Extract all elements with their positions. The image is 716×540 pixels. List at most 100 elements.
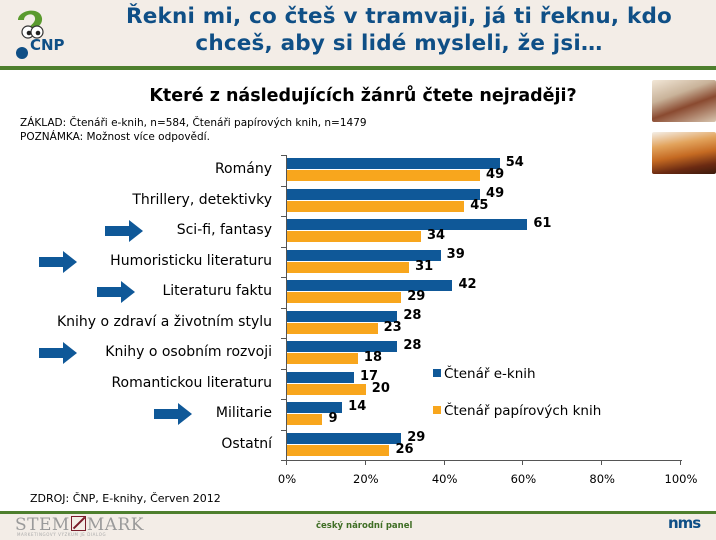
- data-label: 54: [505, 155, 524, 170]
- data-label: 26: [395, 441, 414, 457]
- data-label: 29: [407, 289, 426, 304]
- bar-ebook: [287, 219, 528, 230]
- y-tick: [281, 399, 287, 400]
- bar-paper: [287, 322, 378, 334]
- highlight-arrow-icon: [39, 342, 78, 364]
- y-tick: [281, 155, 287, 156]
- data-label: 61: [533, 216, 552, 231]
- open-book-photo: [652, 132, 716, 174]
- category-label: Humoristicku literaturu: [110, 252, 272, 269]
- ereader-photo: [652, 80, 716, 122]
- category-label: Militarie: [215, 405, 272, 421]
- x-tick: [443, 460, 445, 465]
- bar-ebook: [287, 280, 453, 291]
- legend-ebook: Čtenář e-knih: [433, 366, 536, 382]
- category-label: Romány: [214, 161, 272, 177]
- highlight-arrow-icon: [105, 220, 143, 242]
- x-axis: [286, 460, 682, 461]
- x-tick: [286, 460, 287, 465]
- y-tick: [281, 216, 287, 217]
- header-divider: [0, 66, 716, 70]
- data-label: 9: [328, 411, 338, 426]
- stem-mark-box-icon: [70, 516, 86, 531]
- data-label: 49: [486, 185, 505, 201]
- bar-paper: [287, 414, 323, 425]
- y-tick: [281, 460, 287, 461]
- data-label: 14: [348, 399, 367, 414]
- nms-logo: nms: [668, 514, 701, 532]
- bar-paper: [287, 292, 402, 303]
- x-tick-label: 40%: [431, 472, 458, 486]
- category-label: Ostatní: [221, 435, 272, 452]
- data-label: 45: [470, 197, 489, 213]
- title-line-2: chceš, aby si lidé mysleli, že jsi…: [195, 31, 603, 56]
- stem-left-text: STEM: [15, 515, 70, 535]
- bar-ebook: [287, 249, 441, 261]
- category-label: Knihy o zdraví a životním stylu: [56, 313, 272, 330]
- category-label: Sci-fi, fantasy: [176, 222, 272, 238]
- category-label: Literaturu faktu: [162, 283, 272, 299]
- bar-ebook: [287, 402, 343, 413]
- bar-paper: [287, 200, 465, 212]
- data-label: 39: [446, 246, 465, 262]
- bar-ebook: [287, 188, 481, 200]
- bar-paper: [287, 383, 366, 395]
- remark-note: POZNÁMKA: Možnost více odpovědí.: [20, 131, 210, 143]
- panel-name: český národní panel: [316, 521, 413, 531]
- legend-label-ebook: Čtenář e-knih: [444, 366, 536, 382]
- y-tick: [281, 185, 287, 187]
- stem-right-text: MARK: [86, 515, 144, 535]
- x-tick: [364, 460, 366, 465]
- cnp-logo-icon: CNP: [16, 10, 65, 59]
- y-tick: [281, 277, 287, 278]
- header: [0, 0, 716, 66]
- bar-ebook: [287, 158, 500, 169]
- highlight-arrow-icon: [96, 281, 135, 303]
- x-tick-label: 20%: [353, 472, 379, 486]
- data-label: 28: [403, 338, 422, 353]
- basis-note: ZÁKLAD: Čtenáři e-knih, n=584, Čtenáři p…: [20, 117, 367, 129]
- category-label: Thrillery, detektivky: [132, 191, 272, 208]
- footer-divider: [0, 511, 716, 514]
- bar-ebook: [287, 341, 398, 352]
- data-label: 28: [403, 307, 422, 323]
- x-tick-label: 100%: [664, 472, 698, 486]
- category-label: Knihy o osobním rozvoji: [105, 344, 272, 360]
- data-label: 34: [426, 228, 446, 243]
- y-tick: [281, 338, 287, 339]
- data-label: 31: [415, 258, 434, 274]
- page-title: Řekni mi, co čteš v tramvaji, já ti řekn…: [88, 3, 710, 57]
- bar-ebook: [287, 432, 402, 444]
- x-tick: [601, 460, 603, 465]
- data-label: 18: [363, 350, 382, 365]
- highlight-arrow-icon: [39, 250, 78, 273]
- y-tick: [281, 368, 287, 370]
- x-tick-label: 0%: [277, 472, 297, 486]
- bar-paper: [287, 170, 481, 181]
- chart-title: Které z následujících žánrů čtete nejrad…: [149, 86, 577, 106]
- footer: [0, 514, 716, 540]
- x-tick: [522, 460, 524, 465]
- x-tick-label: 60%: [510, 472, 537, 486]
- stem-tagline: MARKETINGOVÝ VÝZKUM JE DIALOG: [17, 532, 107, 537]
- bar-paper: [287, 353, 358, 364]
- x-tick-label: 80%: [589, 472, 615, 486]
- y-tick: [281, 307, 287, 309]
- bar-paper: [287, 261, 410, 273]
- data-label: 42: [458, 277, 477, 292]
- title-line-1: Řekni mi, co čteš v tramvaji, já ti řekn…: [125, 4, 673, 29]
- x-tick: [680, 460, 681, 465]
- data-label: 49: [486, 167, 505, 182]
- stem-mark-logo: STEM MARK: [15, 515, 144, 535]
- bar-ebook: [287, 310, 398, 322]
- legend-swatch-paper: [433, 406, 441, 414]
- category-label: Romantickou literaturu: [111, 374, 272, 391]
- highlight-arrow-icon: [154, 403, 193, 425]
- legend-label-paper: Čtenář papírových knih: [444, 403, 602, 419]
- data-label: 23: [383, 319, 402, 335]
- y-tick: [281, 429, 287, 431]
- bar-paper: [287, 444, 390, 456]
- legend-swatch-ebook: [433, 369, 441, 377]
- legend-paper: Čtenář papírových knih: [433, 403, 601, 419]
